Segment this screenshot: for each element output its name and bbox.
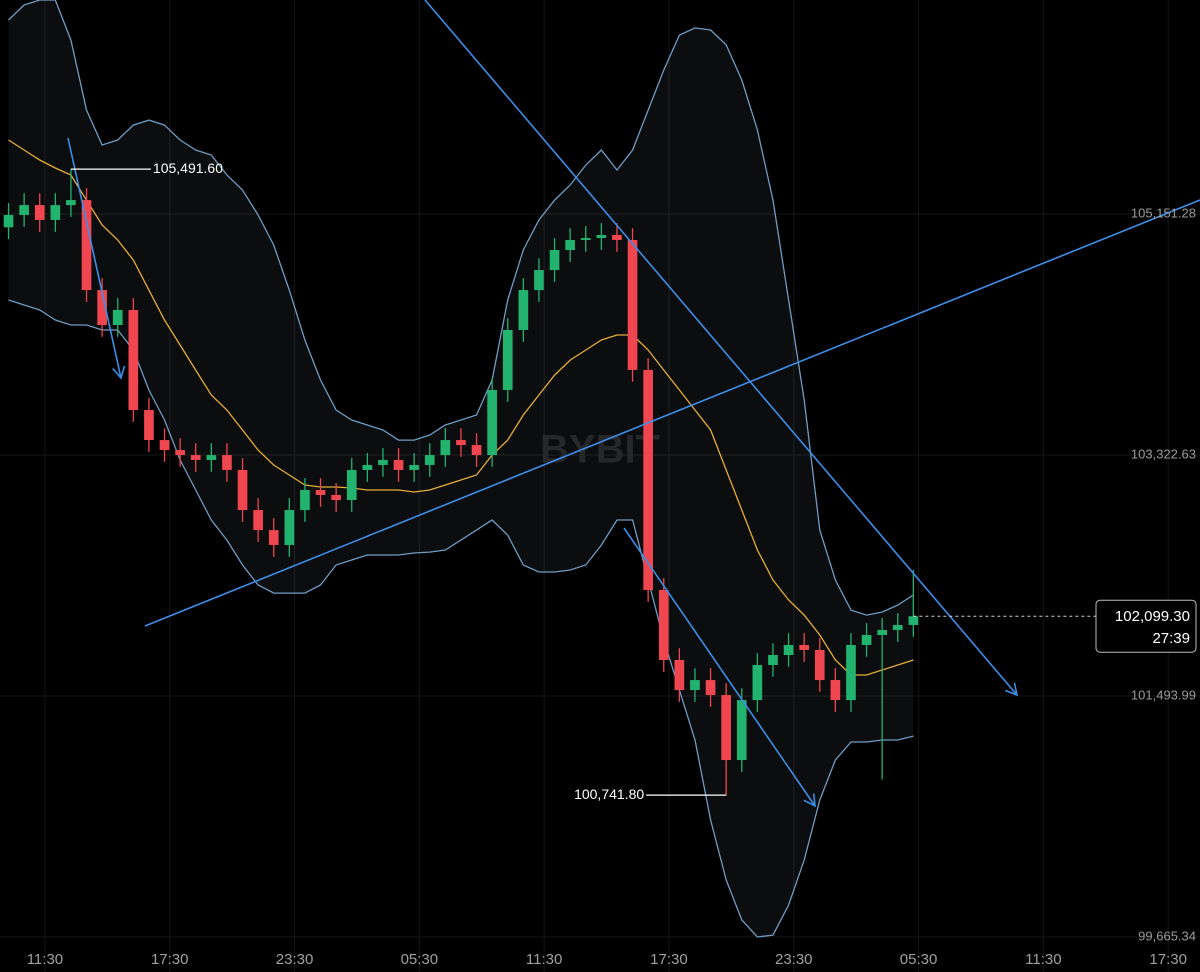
candle-body	[268, 530, 279, 545]
trendlines	[67, 0, 1200, 808]
candle-body	[690, 680, 700, 691]
candle-body	[549, 250, 560, 271]
plot	[3, 0, 919, 938]
trendline	[144, 199, 1200, 627]
candle-body	[877, 629, 887, 635]
y-tick-label: 101,493.99	[1131, 687, 1196, 702]
last-price-label: 102,099.30	[1115, 608, 1190, 625]
candle-body	[627, 239, 638, 370]
band-fill	[8, 0, 914, 937]
candle-body	[596, 234, 607, 239]
watermark: BYBIT	[540, 428, 660, 472]
candle-body	[721, 695, 731, 761]
y-tick-label: 105,151.28	[1131, 205, 1196, 220]
candle-body	[409, 464, 419, 470]
x-tick-label: 05:30	[401, 951, 439, 968]
candle-body	[908, 616, 919, 625]
candle-body	[144, 410, 154, 441]
candle-body	[159, 440, 170, 451]
candle-body	[331, 495, 341, 501]
candle-body	[471, 445, 482, 456]
candle-body	[66, 200, 76, 206]
overlay: 11:30 17:30 23:30 05:30 11:30 17:30 23:30 05:30…	[27, 160, 1197, 968]
candle-body	[534, 270, 544, 291]
candle-body	[752, 665, 763, 701]
candle-body	[892, 624, 903, 630]
candle-body	[830, 680, 841, 701]
x-tick-label: 17:30	[1149, 951, 1187, 968]
candle-body	[97, 290, 107, 325]
x-tick-label: 05:30	[900, 951, 938, 968]
y-tick-label: 103,322.63	[1131, 446, 1196, 461]
candle-body	[206, 455, 217, 460]
candle-body	[237, 469, 248, 511]
candle-body	[643, 369, 653, 591]
candle-body	[378, 459, 388, 465]
candle-body	[222, 455, 232, 470]
candle-body	[674, 660, 685, 691]
candle-body	[580, 238, 591, 240]
candle-body	[768, 655, 778, 666]
candle-body	[440, 440, 451, 456]
candle-body	[128, 309, 139, 411]
trendline	[623, 527, 816, 808]
candle-body	[705, 680, 716, 696]
x-tick-label: 11:30	[526, 951, 562, 968]
x-tick-label: 11:30	[1025, 951, 1061, 968]
candle-body	[300, 489, 310, 511]
candle-body	[315, 489, 326, 496]
candle-body	[253, 510, 263, 531]
annotation-label: 100,741.80	[574, 786, 644, 802]
x-tick-label: 23:30	[276, 951, 314, 968]
candle-body	[799, 644, 809, 650]
x-tick-label: 11:30	[27, 951, 63, 968]
candle-body	[81, 200, 92, 291]
last-price-box	[1095, 599, 1197, 653]
candle-body	[19, 205, 29, 215]
upper-line	[8, 0, 914, 616]
candle-body	[736, 700, 747, 761]
x-tick-label: 23:30	[775, 951, 813, 968]
x-tick-label: 17:30	[151, 951, 189, 968]
candle-body	[502, 330, 513, 390]
annotation-label: 105,491.60	[153, 160, 223, 176]
candle-body	[50, 205, 61, 220]
candle-body	[34, 205, 45, 220]
candle-body	[814, 649, 825, 681]
candle-body	[3, 214, 14, 228]
candle-body	[190, 455, 201, 460]
candle-body	[175, 450, 185, 456]
candle-body	[393, 459, 404, 470]
candle-body	[424, 455, 435, 465]
lower-line	[8, 299, 914, 938]
candle-body	[612, 234, 622, 240]
trendline	[67, 137, 126, 380]
candle-body	[861, 634, 872, 645]
candle-body	[846, 644, 856, 701]
candle-body	[362, 464, 373, 470]
candle-body	[284, 510, 295, 545]
candle-body	[658, 590, 669, 661]
y-tick-label: 99,665.34	[1138, 928, 1196, 943]
candle-body	[783, 644, 794, 656]
candle-body	[487, 389, 497, 456]
trendline	[424, 0, 1019, 697]
candle-body	[518, 290, 529, 331]
candle-body	[112, 309, 123, 325]
x-tick-label: 17:30	[650, 951, 688, 968]
middle-line	[8, 139, 914, 676]
candle-body	[456, 440, 466, 446]
countdown-label: 27:39	[1152, 630, 1190, 647]
candle-body	[346, 469, 357, 501]
candle-body	[565, 239, 575, 251]
